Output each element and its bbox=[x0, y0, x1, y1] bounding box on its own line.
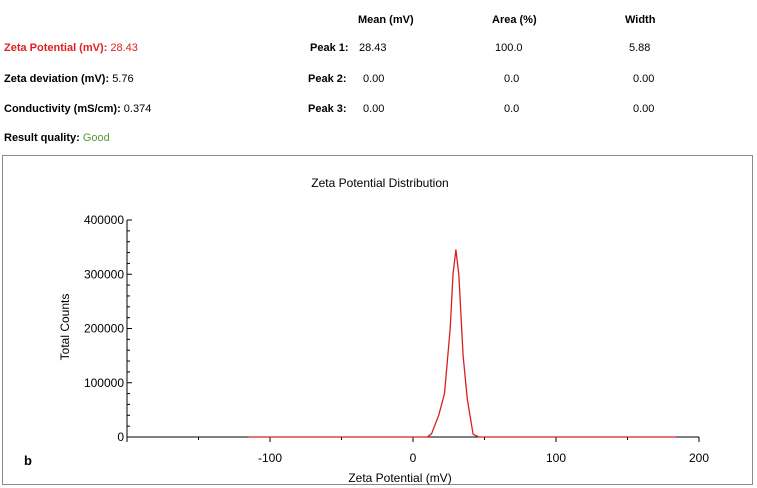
peak-3-area: 0.0 bbox=[504, 103, 520, 115]
y-tick-label: 100000 bbox=[84, 376, 124, 390]
conductivity-row: Conductivity (mS/cm): 0.374 bbox=[4, 103, 151, 115]
result-quality-label: Result quality: bbox=[4, 132, 80, 144]
peak-1-mean: 28.43 bbox=[359, 42, 387, 54]
x-tick-label: -100 bbox=[258, 451, 282, 465]
peak-1-width: 5.88 bbox=[629, 42, 651, 54]
series-group bbox=[248, 249, 677, 438]
zeta-deviation-label: Zeta deviation (mV): bbox=[4, 73, 110, 85]
y-tick-label: 300000 bbox=[84, 267, 124, 281]
peak-2-label: Peak 2: bbox=[308, 73, 347, 85]
peak-2-area: 0.0 bbox=[504, 73, 520, 85]
zeta-potential-label: Zeta Potential (mV): bbox=[4, 42, 108, 54]
peak-1-area: 100.0 bbox=[495, 42, 523, 54]
peak-2-mean: 0.00 bbox=[363, 73, 385, 85]
y-tick-label: 400000 bbox=[84, 213, 124, 227]
zeta-deviation-value: 5.76 bbox=[112, 73, 134, 85]
chart-title: Zeta Potential Distribution bbox=[311, 176, 448, 190]
axes: 0 100000 200000 300000 400000 -100 0 100 200 bbox=[84, 213, 709, 465]
conductivity-label: Conductivity (mS/cm): bbox=[4, 103, 121, 115]
x-axis-label: Zeta Potential (mV) bbox=[348, 471, 451, 485]
peak-3-mean: 0.00 bbox=[363, 103, 385, 115]
header-area: Area (%) bbox=[492, 14, 537, 26]
result-quality-row: Result quality: Good bbox=[4, 132, 110, 144]
series-line-1 bbox=[248, 249, 677, 438]
header-mean: Mean (mV) bbox=[358, 14, 414, 26]
header-width: Width bbox=[625, 14, 656, 26]
peak-1-label: Peak 1: bbox=[310, 42, 349, 54]
chart-panel bbox=[2, 155, 753, 485]
x-tick-label: 0 bbox=[410, 451, 417, 465]
y-tick-label: 200000 bbox=[84, 322, 124, 336]
peak-3-label: Peak 3: bbox=[308, 103, 347, 115]
y-axis-label: Total Counts bbox=[58, 294, 72, 361]
result-quality-value: Good bbox=[82, 132, 110, 144]
peak-2-width: 0.00 bbox=[633, 73, 655, 85]
x-tick-label: 200 bbox=[689, 451, 709, 465]
zeta-potential-value: 28.43 bbox=[110, 42, 138, 54]
zeta-deviation-row: Zeta deviation (mV): 5.76 bbox=[4, 73, 134, 85]
x-tick-label: 100 bbox=[546, 451, 566, 465]
y-tick-label: 0 bbox=[117, 430, 124, 444]
zeta-potential-row: Zeta Potential (mV): 28.43 bbox=[4, 42, 138, 54]
peak-3-width: 0.00 bbox=[633, 103, 655, 115]
conductivity-value: 0.374 bbox=[123, 103, 152, 115]
panel-letter: b bbox=[24, 453, 32, 468]
